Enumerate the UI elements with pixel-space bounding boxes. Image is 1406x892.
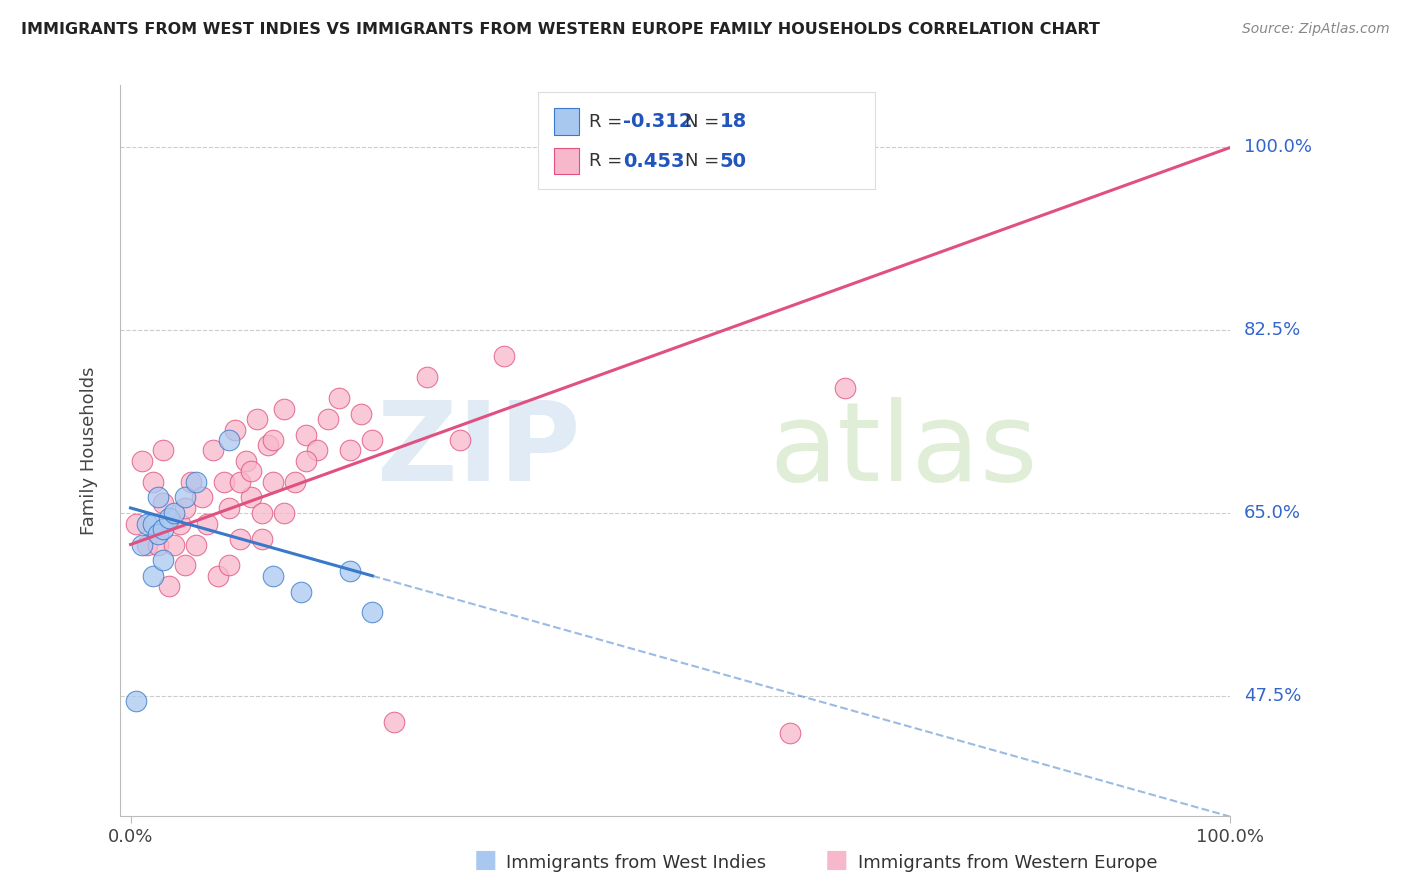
Text: ■: ■ [825,848,848,872]
Point [416,370,439,384]
Point [252,533,274,547]
Point [201,443,224,458]
Point [191,491,214,505]
Point [218,433,240,447]
Point [350,407,373,421]
Point [152,553,174,567]
Text: R =: R = [589,112,628,131]
Point [240,491,263,505]
Text: 47.5%: 47.5% [1244,687,1302,705]
Point [290,584,312,599]
Point [361,433,384,447]
Point [125,516,148,531]
Text: 65.0%: 65.0% [1244,504,1301,522]
Text: R =: R = [589,153,628,170]
Point [263,569,285,583]
Text: 82.5%: 82.5% [1244,321,1302,339]
Point [152,522,174,536]
Text: ZIP: ZIP [377,397,581,504]
Point [295,454,318,468]
Point [174,500,197,515]
Text: N =: N = [685,153,724,170]
Text: Source: ZipAtlas.com: Source: ZipAtlas.com [1241,22,1389,37]
Text: Immigrants from Western Europe: Immigrants from Western Europe [858,855,1157,872]
Point [163,537,186,551]
Text: N =: N = [685,112,724,131]
Point [207,569,229,583]
Point [273,401,295,416]
Point [136,516,159,531]
Point [284,475,307,489]
Point [146,537,169,551]
Point [212,475,235,489]
Point [131,537,153,551]
Point [197,516,219,531]
Point [328,391,350,405]
Text: 100.0%: 100.0% [1244,138,1312,156]
Point [263,433,285,447]
Text: 50: 50 [720,152,747,170]
Point [141,516,163,531]
Point [174,558,197,573]
Point [318,412,340,426]
Point [295,427,318,442]
Point [186,475,208,489]
Point [146,491,169,505]
Point [229,475,252,489]
Point [218,558,240,573]
Point [186,537,208,551]
Text: IMMIGRANTS FROM WEST INDIES VS IMMIGRANTS FROM WESTERN EUROPE FAMILY HOUSEHOLDS : IMMIGRANTS FROM WEST INDIES VS IMMIGRANT… [21,22,1099,37]
Point [339,564,361,578]
Text: atlas: atlas [769,397,1038,504]
Point [246,412,269,426]
Point [252,506,274,520]
Point [494,350,516,364]
Point [157,579,180,593]
Point [157,511,180,525]
Point [240,464,263,478]
Text: -0.312: -0.312 [623,112,692,131]
Point [180,475,202,489]
Y-axis label: Family Households: Family Households [80,367,98,534]
Point [779,725,801,739]
Point [229,533,252,547]
Point [224,423,246,437]
Point [152,443,174,458]
Point [235,454,257,468]
Point [834,381,856,395]
Point [257,438,280,452]
Point [449,433,471,447]
Point [152,496,174,510]
Point [218,500,240,515]
Text: 0.453: 0.453 [623,152,685,170]
Point [339,443,361,458]
Point [384,715,406,730]
Point [136,537,159,551]
Point [174,491,197,505]
Point [141,475,163,489]
Point [141,569,163,583]
Text: 18: 18 [720,112,747,131]
Point [263,475,285,489]
Point [169,516,191,531]
Text: ■: ■ [474,848,496,872]
Point [273,506,295,520]
Point [361,606,384,620]
Point [146,527,169,541]
Point [307,443,329,458]
Point [131,454,153,468]
Text: Immigrants from West Indies: Immigrants from West Indies [506,855,766,872]
Point [163,506,186,520]
Point [125,694,148,708]
